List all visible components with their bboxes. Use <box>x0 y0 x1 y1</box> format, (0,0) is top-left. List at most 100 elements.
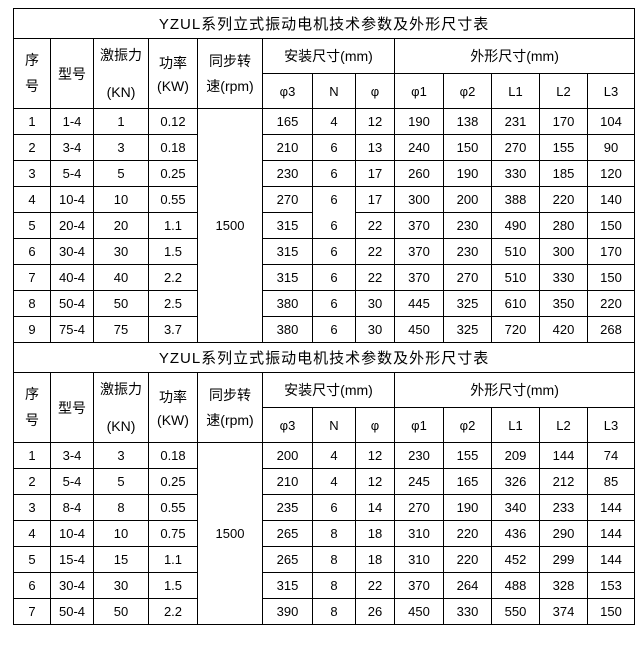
cell: 12 <box>355 108 395 135</box>
cell: 85 <box>586 468 636 495</box>
cell: 230 <box>443 212 492 239</box>
table-row: 3 5-4 5 0.25 230 6 17 260 190 330 185 12… <box>13 160 636 187</box>
cell: 6 <box>312 264 356 291</box>
col-header-power: 功率 (KW) <box>148 372 198 443</box>
cell: 315 <box>262 264 313 291</box>
cell: 155 <box>443 442 492 469</box>
cell: 220 <box>443 546 492 573</box>
cell: 3-4 <box>50 442 94 469</box>
cell: 330 <box>539 264 588 291</box>
cell: 17 <box>355 160 395 187</box>
table-row: 7 40-4 40 2.2 315 6 22 370 270 510 330 1… <box>13 264 636 291</box>
col-header-l1: L1 <box>491 73 540 109</box>
table-row: 2 5-4 5 0.25 210 4 12 245 165 326 212 85 <box>13 468 636 495</box>
table-title: YZUL系列立式振动电机技术参数及外形尺寸表 <box>12 8 636 39</box>
cell: 155 <box>539 134 588 161</box>
cell: 488 <box>491 572 540 599</box>
col-header-phi3: φ3 <box>262 407 313 443</box>
cell: 220 <box>539 186 588 213</box>
cell: 8 <box>13 290 51 317</box>
cell: 270 <box>394 494 444 521</box>
cell: 12 <box>355 468 395 495</box>
cell: 374 <box>539 598 588 625</box>
cell: 26 <box>355 598 395 625</box>
cell: 6 <box>312 290 356 317</box>
cell: 10-4 <box>50 186 94 213</box>
cell: 30-4 <box>50 572 94 599</box>
cell: 8 <box>93 494 149 521</box>
cell: 190 <box>443 160 492 187</box>
cell: 22 <box>355 572 395 599</box>
header-line: 激振力 <box>100 46 142 63</box>
col-header-seq-label: 序号 <box>25 52 39 94</box>
header-line: 速(rpm) <box>206 412 254 428</box>
cell: 245 <box>394 468 444 495</box>
cell: 233 <box>539 494 588 521</box>
header-line: (KN) <box>106 417 136 434</box>
cell: 5 <box>93 160 149 187</box>
col-header-force: 激振力 (KN) <box>93 372 149 443</box>
cell: 6 <box>312 160 356 187</box>
table-row: 8 50-4 50 2.5 380 6 30 445 325 610 350 2… <box>13 290 636 317</box>
cell: 22 <box>355 264 395 291</box>
cell: 165 <box>262 108 313 135</box>
cell: 50-4 <box>50 290 94 317</box>
cell: 315 <box>262 212 313 239</box>
title-row: YZUL系列立式振动电机技术参数及外形尺寸表 <box>12 342 636 373</box>
cell: 290 <box>539 520 588 547</box>
col-header-model: 型号 <box>50 372 94 443</box>
table-row: 9 75-4 75 3.7 380 6 30 450 325 720 420 2… <box>13 316 636 343</box>
cell: 4 <box>312 108 356 135</box>
cell: 10 <box>93 520 149 547</box>
cell: 185 <box>539 160 588 187</box>
cell: 165 <box>443 468 492 495</box>
cell: 6 <box>312 134 356 161</box>
cell: 370 <box>394 238 444 265</box>
group-header-install: 安装尺寸(mm) <box>262 38 395 74</box>
title-row: YZUL系列立式振动电机技术参数及外形尺寸表 <box>12 8 636 39</box>
header-row: 序号 型号 激振力 (KN) 功率 (KW) 同步转 速(rpm) 安装尺寸(mm) … <box>13 38 636 109</box>
cell: 0.18 <box>148 442 198 469</box>
header-line: 同步转 <box>209 53 251 69</box>
header-line: 功率 <box>159 55 187 71</box>
cell: 190 <box>394 108 444 135</box>
cell: 144 <box>586 546 636 573</box>
table-row: 1 1-4 1 0.12 1500 165 4 12 190 138 231 1… <box>13 108 636 343</box>
cell: 17 <box>355 186 395 213</box>
cell: 6 <box>312 212 356 239</box>
cell: 10 <box>93 186 149 213</box>
col-header-l3: L3 <box>586 407 636 443</box>
cell: 7 <box>13 264 51 291</box>
cell: 120 <box>586 160 636 187</box>
col-header-l2: L2 <box>539 407 588 443</box>
cell: 3.7 <box>148 316 198 343</box>
cell: 144 <box>539 442 588 469</box>
cell: 315 <box>262 238 313 265</box>
col-header-phi2: φ2 <box>443 407 492 443</box>
header-line: 同步转 <box>209 387 251 403</box>
table-title: YZUL系列立式振动电机技术参数及外形尺寸表 <box>12 342 636 373</box>
cell: 4 <box>13 520 51 547</box>
header-line: (KN) <box>106 83 136 100</box>
cell: 315 <box>262 572 313 599</box>
table-row: 1 3-4 3 0.18 1500 200 4 12 230 155 209 1… <box>13 442 636 625</box>
cell: 0.55 <box>148 494 198 521</box>
header-line: (KW) <box>157 78 189 94</box>
cell: 170 <box>539 108 588 135</box>
cell: 6 <box>312 494 356 521</box>
cell: 8 <box>312 598 356 625</box>
cell: 325 <box>443 316 492 343</box>
cell: 720 <box>491 316 540 343</box>
cell: 260 <box>394 160 444 187</box>
cell: 10-4 <box>50 520 94 547</box>
group-header-install: 安装尺寸(mm) <box>262 372 395 408</box>
cell: 200 <box>443 186 492 213</box>
subheader-row: φ3 N φ φ1 φ2 L1 L2 L3 <box>14 407 636 443</box>
cell: 1.1 <box>148 546 198 573</box>
cell: 370 <box>394 572 444 599</box>
cell: 2.2 <box>148 264 198 291</box>
cell: 1.1 <box>148 212 198 239</box>
cell: 610 <box>491 290 540 317</box>
header-line: (KW) <box>157 412 189 428</box>
cell: 20 <box>93 212 149 239</box>
